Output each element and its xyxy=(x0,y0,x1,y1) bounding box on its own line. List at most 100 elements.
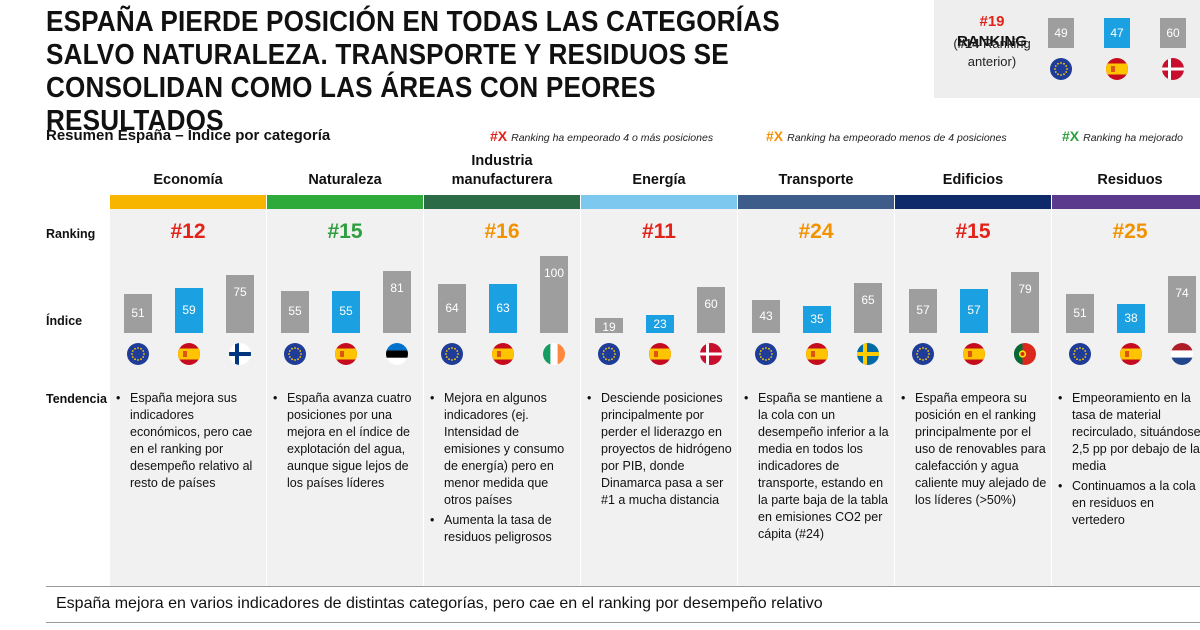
eu-index-bar: 55 xyxy=(281,291,309,333)
spain-flag-icon xyxy=(492,343,514,365)
spain-flag-icon xyxy=(1120,343,1142,365)
tendencia-text: Empeoramiento en la tasa de material rec… xyxy=(1053,390,1200,532)
legend-marker: #X xyxy=(1062,128,1080,144)
bar-value-label: 38 xyxy=(1124,310,1138,325)
spain-index-bar: 57 xyxy=(960,289,988,333)
overall-index-bar: 60 xyxy=(1160,18,1186,48)
spain-flag-icon xyxy=(649,343,671,365)
row-label-indice: Índice xyxy=(46,314,83,328)
category-rank: #11 xyxy=(642,220,676,243)
category-color-band xyxy=(267,195,423,209)
bar-value-label: 51 xyxy=(131,305,145,320)
bar-value-label: 57 xyxy=(967,303,981,317)
previous-rank-number: #14 xyxy=(957,36,980,51)
bar-value-label: 35 xyxy=(810,311,824,326)
leader-index-bar: 75 xyxy=(226,275,254,333)
spain-flag-icon xyxy=(335,343,357,365)
category-color-band xyxy=(738,195,894,209)
divider-bottom xyxy=(46,622,1200,623)
eu-index-bar: 51 xyxy=(1066,294,1094,333)
category-color-band xyxy=(110,195,266,209)
leader-index-bar: 81 xyxy=(383,271,411,333)
legend-marker: #X xyxy=(766,128,784,144)
spain-flag-icon xyxy=(963,343,985,365)
spain-flag-icon xyxy=(806,343,828,365)
ireland-flag-icon xyxy=(543,343,565,365)
spain-flag-icon xyxy=(1106,58,1128,80)
bar-value-label: 79 xyxy=(1018,282,1032,296)
overall-rank: #19 RANKING xyxy=(944,12,1040,52)
eu-index-bar: 43 xyxy=(752,300,780,333)
eu-flag-icon xyxy=(912,343,934,365)
legend-text: Ranking ha empeorado menos de 4 posicion… xyxy=(787,132,1007,144)
previous-rank-open: ( xyxy=(953,36,958,51)
previous-rank-text: Ranking anterior) xyxy=(967,36,1031,69)
bar-value-label: 19 xyxy=(602,320,616,334)
category-color-band xyxy=(1052,195,1200,209)
tendencia-bullet: Continuamos a la cola en residuos en ver… xyxy=(1053,478,1200,529)
spain-index-bar: 59 xyxy=(175,288,203,333)
bar-value-label: 43 xyxy=(759,308,773,323)
eu-flag-icon xyxy=(1050,58,1072,80)
estonia-flag-icon xyxy=(386,343,408,365)
tendencia-bullet: Desciende posiciones principalmente por … xyxy=(582,390,734,509)
category-rank: #25 xyxy=(1112,220,1148,243)
page-title: ESPAÑA PIERDE POSICIÓN EN TODAS LAS CATE… xyxy=(46,6,780,137)
netherlands-flag-icon xyxy=(1171,343,1193,365)
tendencia-bullet: España empeora su posición en el ranking… xyxy=(896,390,1048,509)
divider-top xyxy=(46,586,1200,587)
eu-flag-icon xyxy=(441,343,463,365)
denmark-flag-icon xyxy=(1162,58,1184,80)
category-color-band xyxy=(895,195,1051,209)
tendencia-text: España mejora sus indicadores económicos… xyxy=(111,390,263,495)
bar-value-label: 59 xyxy=(182,302,196,317)
eu-index-bar: 19 xyxy=(595,318,623,334)
bar-value-label: 81 xyxy=(390,281,404,295)
row-label-ranking: Ranking xyxy=(46,227,96,241)
category-header: Energía xyxy=(632,172,686,188)
spain-index-bar: 63 xyxy=(489,284,517,333)
overall-ranking-box: #19 RANKING (#14 Ranking anterior) 49 47 6… xyxy=(934,0,1200,98)
bar-value-label: 64 xyxy=(445,300,459,315)
bar-value-label: 65 xyxy=(861,293,875,307)
legend-marker: #X xyxy=(490,128,508,144)
eu-index-bar: 64 xyxy=(438,284,466,333)
overall-index-bar: 49 xyxy=(1048,18,1074,48)
spain-overall-index: 47 xyxy=(1104,18,1130,48)
category-header: Naturaleza xyxy=(308,172,382,188)
category-header: Economía xyxy=(153,172,223,188)
eu-flag-icon xyxy=(127,343,149,365)
category-header: Transporte xyxy=(778,172,854,188)
spain-index-bar: 55 xyxy=(332,291,360,333)
spain-index-bar: 23 xyxy=(646,315,674,333)
bar-value-label: 100 xyxy=(543,266,565,280)
legend-text: Ranking ha mejorado xyxy=(1083,132,1183,144)
leader-index-bar: 74 xyxy=(1168,276,1196,333)
spain-index-bar: 38 xyxy=(1117,304,1145,333)
bar-value-label: 51 xyxy=(1073,305,1087,320)
tendencia-text: España empeora su posición en el ranking… xyxy=(896,390,1048,512)
tendencia-bullet: Empeoramiento en la tasa de material rec… xyxy=(1053,390,1200,475)
eu-index-bar: 57 xyxy=(909,289,937,333)
tendencia-bullet: Aumenta la tasa de residuos peligrosos xyxy=(425,512,577,546)
category-header: Residuos xyxy=(1097,172,1163,188)
eu-flag-icon xyxy=(598,343,620,365)
eu-flag-icon xyxy=(755,343,777,365)
category-rank: #15 xyxy=(327,220,363,243)
eu-flag-icon xyxy=(284,343,306,365)
bar-value-label: 55 xyxy=(288,304,302,318)
bar-value-label: 74 xyxy=(1175,286,1189,300)
eu-flag-icon xyxy=(1069,343,1091,365)
bar-value-label: 75 xyxy=(233,285,247,299)
tendencia-bullet: España avanza cuatro posiciones por una … xyxy=(268,390,420,492)
bar-value-label: 55 xyxy=(339,304,353,318)
row-label-tendencia: Tendencia xyxy=(46,392,107,406)
spain-flag-icon xyxy=(178,343,200,365)
tendencia-bullet: España mejora sus indicadores económicos… xyxy=(111,390,263,492)
bar-value-label: 60 xyxy=(704,297,718,311)
tendencia-bullet: Mejora en algunos indicadores (ej. Inten… xyxy=(425,390,577,509)
category-rank: #12 xyxy=(170,220,206,243)
tendencia-text: Mejora en algunos indicadores (ej. Inten… xyxy=(425,390,577,549)
portugal-flag-icon xyxy=(1014,343,1036,365)
legend-item-worse-4plus: #X Ranking ha empeorado 4 o más posicione… xyxy=(490,128,713,144)
